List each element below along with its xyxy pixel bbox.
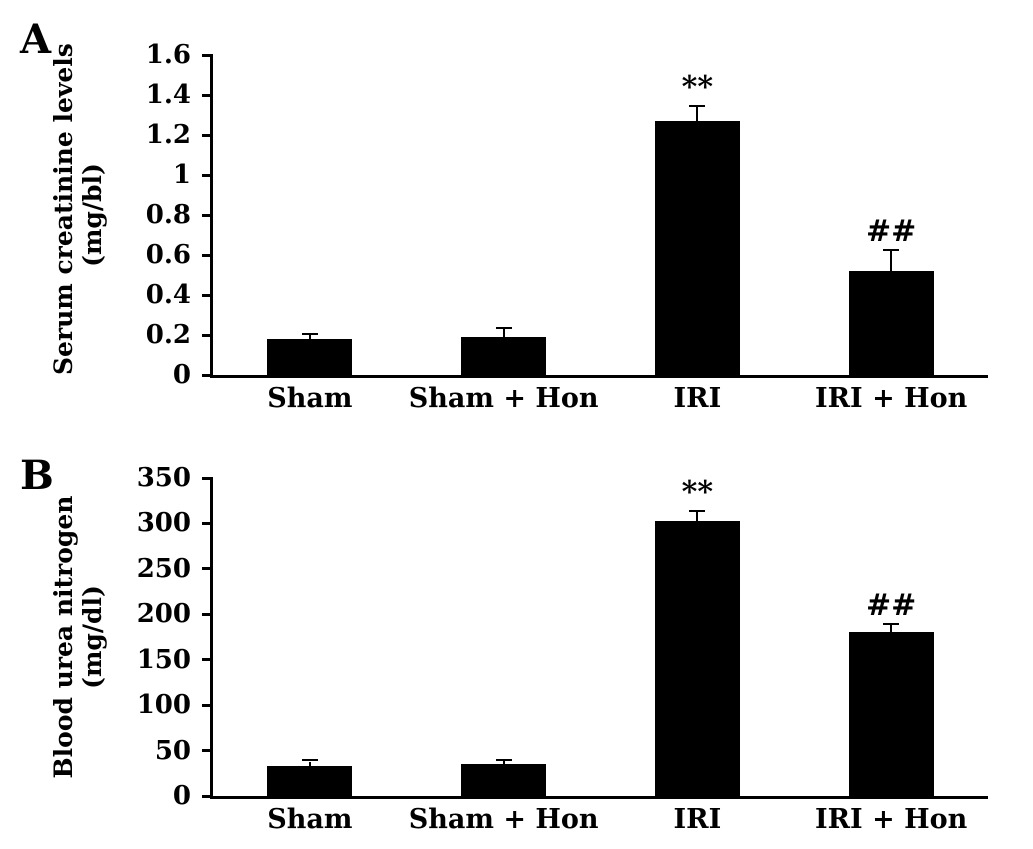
- y-axis-tick: [202, 213, 213, 217]
- y-axis-title-b: Blood urea nitrogen (mg/dl): [49, 478, 107, 796]
- y-tick-label: 1: [172, 160, 191, 190]
- significance-marker: **: [681, 474, 714, 510]
- y-tick-label: 1.4: [145, 80, 191, 110]
- error-bar-line: [308, 335, 311, 345]
- significance-marker: **: [681, 70, 714, 105]
- y-axis-title-a-line2: (mg/bl): [78, 163, 107, 267]
- panel-label-b: B: [20, 452, 54, 499]
- y-tick-label: 350: [136, 463, 191, 493]
- y-axis-tick: [202, 794, 213, 798]
- y-axis-tick: [202, 253, 213, 257]
- error-bar-cap: [495, 327, 512, 329]
- error-bar-line: [890, 251, 893, 277]
- y-axis-tick: [202, 749, 213, 753]
- error-bar-cap: [689, 105, 706, 107]
- y-axis-title-b-line2: (mg/dl): [78, 585, 107, 689]
- y-tick-label: 0: [172, 781, 191, 811]
- bar: [654, 121, 740, 375]
- y-axis-title-b-line1: Blood urea nitrogen: [49, 495, 78, 779]
- y-axis-tick: [202, 333, 213, 337]
- y-axis-tick: [202, 173, 213, 177]
- y-tick-label: 1.6: [145, 40, 191, 70]
- y-axis-tick: [202, 612, 213, 616]
- error-bar-cap: [689, 509, 706, 512]
- significance-marker: ##: [865, 214, 917, 249]
- error-bar-line: [696, 511, 699, 527]
- error-bar-line: [890, 625, 893, 638]
- y-tick-label: 0.2: [145, 320, 191, 350]
- panel-a: A Serum creatinine levels (mg/bl) 0 0.2 0.…: [20, 16, 988, 414]
- y-axis-tick: [202, 373, 213, 377]
- y-axis-tick: [202, 53, 213, 57]
- panel-b: B Blood urea nitrogen (mg/dl) 0 50 100 150 2…: [0, 440, 1033, 849]
- error-bar-line: [502, 761, 505, 771]
- error-bar-cap: [883, 249, 900, 251]
- y-tick-label: 0.8: [145, 200, 191, 230]
- bar: [267, 339, 353, 375]
- x-tick-label: IRI + Hon: [814, 804, 968, 835]
- y-axis-tick: [202, 133, 213, 137]
- y-axis-tick: [202, 703, 213, 707]
- x-tick-label: IRI: [673, 804, 722, 835]
- y-tick-label: 0: [172, 360, 191, 390]
- y-tick-label: 100: [136, 690, 191, 721]
- bar: [848, 631, 934, 796]
- bar: [461, 337, 547, 375]
- error-bar-cap: [301, 333, 318, 335]
- bar: [654, 520, 740, 796]
- error-bar-cap: [883, 623, 900, 626]
- x-tick-label: Sham: [267, 804, 353, 835]
- y-tick-label: 0.4: [145, 280, 191, 310]
- y-tick-label: 200: [136, 599, 191, 630]
- y-axis-tick: [202, 476, 213, 480]
- y-tick-label: 1.2: [145, 120, 191, 150]
- significance-marker: ##: [865, 588, 917, 624]
- panel-label-a: A: [20, 16, 52, 63]
- error-bar-cap: [301, 759, 318, 762]
- error-bar-line: [696, 107, 699, 127]
- plot-area-b: 0 50 100 150 200 250 300 350 Sham Sham + Hon ** IRI…: [137, 463, 988, 835]
- error-bar-line: [502, 329, 505, 343]
- x-tick-label: IRI + Hon: [814, 383, 968, 414]
- y-tick-label: 0.6: [145, 240, 191, 270]
- y-tick-label: 50: [154, 735, 191, 766]
- y-tick-label: 250: [136, 553, 191, 584]
- y-axis-title-a-line1: Serum creatinine levels: [49, 43, 78, 375]
- x-tick-label: Sham + Hon: [408, 383, 599, 414]
- x-tick-label: Sham + Hon: [408, 804, 599, 835]
- error-bar-line: [308, 761, 311, 773]
- y-axis-tick: [202, 93, 213, 97]
- y-axis-tick: [202, 293, 213, 297]
- y-tick-label: 300: [136, 508, 191, 539]
- y-axis-tick: [202, 658, 213, 662]
- y-axis-tick: [202, 521, 213, 525]
- error-bar-cap: [495, 759, 512, 762]
- x-tick-label: Sham: [267, 383, 353, 414]
- y-axis-tick: [202, 567, 213, 571]
- x-tick-label: IRI: [673, 383, 722, 414]
- bar: [848, 271, 934, 375]
- y-axis-title-a: Serum creatinine levels (mg/bl): [49, 43, 107, 375]
- plot-area-a: 0 0.2 0.4 0.6 0.8 1 1.2 1.4 1.6 Sham Sham + Hon ** I…: [146, 40, 988, 414]
- y-tick-label: 150: [136, 644, 191, 675]
